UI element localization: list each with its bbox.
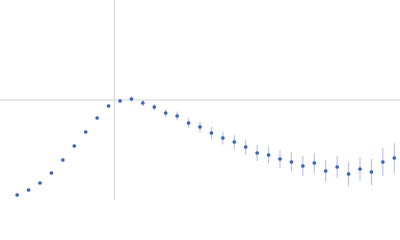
point xyxy=(118,99,122,103)
point xyxy=(278,157,282,161)
point xyxy=(266,153,271,157)
point xyxy=(232,140,237,144)
point xyxy=(15,193,19,197)
point xyxy=(163,111,168,115)
chart xyxy=(0,0,400,200)
point xyxy=(152,105,157,109)
point xyxy=(72,144,77,148)
point xyxy=(198,125,202,129)
point xyxy=(301,164,305,168)
point xyxy=(346,172,351,176)
point xyxy=(106,104,111,108)
point xyxy=(61,158,65,162)
point xyxy=(221,136,225,140)
point xyxy=(255,151,259,155)
point xyxy=(175,114,179,118)
point xyxy=(209,131,214,135)
point xyxy=(129,97,134,101)
point xyxy=(95,116,99,120)
point xyxy=(289,160,294,164)
point xyxy=(38,181,42,185)
point xyxy=(381,160,385,164)
point xyxy=(335,165,339,169)
point xyxy=(83,130,88,134)
point xyxy=(369,170,374,174)
point xyxy=(243,145,248,149)
point xyxy=(49,171,54,175)
point xyxy=(392,156,397,160)
point xyxy=(26,188,31,192)
point xyxy=(312,161,317,165)
point xyxy=(358,167,362,171)
point xyxy=(141,101,145,105)
point xyxy=(323,169,328,173)
point xyxy=(186,121,191,125)
